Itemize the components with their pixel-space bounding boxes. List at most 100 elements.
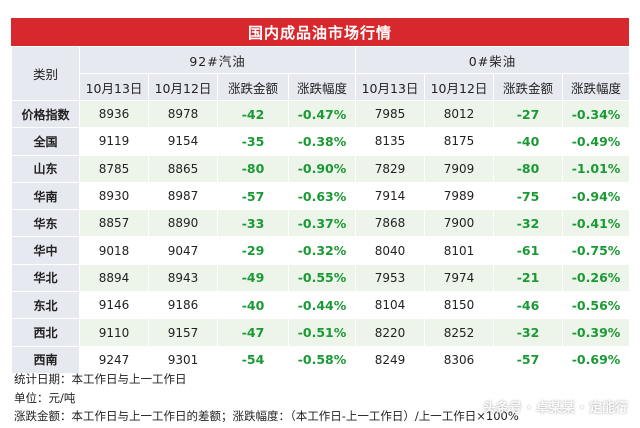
price-cell: 9186: [148, 291, 218, 320]
change-cell: -35: [217, 127, 289, 156]
price-cell: 9047: [148, 236, 218, 265]
price-cell: 7829: [355, 154, 426, 183]
change-cell: -33: [217, 209, 289, 238]
table-row: 西北 9110 9157 -47 -0.51% 8220 8252 -32 -0.39%: [11, 318, 631, 347]
change-cell: -0.32%: [287, 236, 357, 265]
note-definition: 涨跌金额：本工作日与上一工作日的差额；涨跌幅度：（本工作日-上一工作日）/上一工…: [14, 409, 519, 423]
price-cell: 8894: [79, 263, 149, 293]
change-cell: -29: [217, 236, 289, 265]
column-header: 涨跌金额: [493, 73, 564, 101]
row-region-label: 东北: [11, 291, 80, 320]
note-unit: 单位：元/吨: [14, 390, 76, 405]
table-row: 价格指数 8936 8978 -42 -0.47% 7985 8012 -27 -0.34%: [11, 99, 631, 129]
price-cell: 7868: [355, 209, 426, 238]
price-cell: 8865: [148, 154, 218, 183]
change-cell: -80: [217, 154, 289, 183]
price-cell: 8943: [148, 263, 218, 293]
change-cell: -49: [217, 263, 289, 293]
change-cell: -0.58%: [287, 345, 357, 374]
change-cell: -46: [493, 291, 564, 320]
change-cell: -0.44%: [287, 291, 357, 320]
price-cell: 8930: [79, 181, 149, 211]
change-cell: -47: [217, 318, 289, 347]
row-region-label: 华南: [11, 181, 80, 211]
row-region-label: 价格指数: [11, 99, 80, 129]
price-cell: 8252: [424, 318, 495, 347]
column-header: 涨跌幅度: [287, 73, 357, 101]
change-cell: -0.41%: [562, 209, 631, 238]
change-cell: -0.63%: [287, 181, 357, 211]
price-cell: 8987: [148, 181, 218, 211]
column-header: 涨跌金额: [217, 73, 289, 101]
table-row: 华北 8894 8943 -49 -0.55% 7953 7974 -21 -0.26%: [11, 263, 631, 293]
change-cell: -57: [493, 345, 564, 374]
change-cell: -0.56%: [562, 291, 631, 320]
price-cell: 8220: [355, 318, 426, 347]
price-cell: 8101: [424, 236, 495, 265]
price-cell: 9110: [79, 318, 149, 347]
change-cell: -42: [217, 99, 289, 129]
header-gasoline-92: 92#汽油: [78, 46, 357, 74]
change-cell: -0.75%: [562, 236, 631, 265]
change-cell: -80: [493, 154, 564, 183]
change-cell: -0.26%: [562, 263, 631, 293]
change-cell: -0.94%: [562, 181, 631, 211]
price-cell: 9119: [79, 127, 149, 156]
price-cell: 9146: [79, 291, 149, 320]
price-cell: 7974: [424, 263, 495, 293]
row-region-label: 山东: [11, 154, 80, 183]
header-diesel-0: 0#柴油: [355, 46, 631, 74]
change-cell: -0.51%: [287, 318, 357, 347]
change-cell: -75: [493, 181, 564, 211]
price-cell: 7914: [355, 181, 426, 211]
price-cell: 8249: [355, 345, 426, 374]
price-cell: 8978: [148, 99, 218, 129]
oil-price-table: 类别 92#汽油 0#柴油 10月13日 10月12日 涨跌金额 涨跌幅度 10月13日…: [11, 46, 631, 374]
price-cell: 9018: [79, 236, 149, 265]
row-region-label: 西南: [11, 345, 80, 374]
change-cell: -0.69%: [562, 345, 631, 374]
price-cell: 7989: [424, 181, 495, 211]
price-cell: 8306: [424, 345, 495, 374]
change-cell: -32: [493, 209, 564, 238]
change-cell: -0.34%: [562, 99, 631, 129]
change-cell: -57: [217, 181, 289, 211]
price-cell: 9154: [148, 127, 218, 156]
table-row: 华中 9018 9047 -29 -0.32% 8040 8101 -61 -0.75%: [11, 236, 631, 265]
change-cell: -40: [493, 127, 564, 156]
price-cell: 9157: [148, 318, 218, 347]
price-cell: 8785: [79, 154, 149, 183]
table-row: 华东 8857 8890 -33 -0.37% 7868 7900 -32 -0.41%: [11, 209, 631, 238]
change-cell: -61: [493, 236, 564, 265]
note-statistics-date: 统计日期：本工作日与上一工作日: [14, 372, 187, 386]
change-cell: -32: [493, 318, 564, 347]
change-cell: -27: [493, 99, 564, 129]
price-cell: 7985: [355, 99, 426, 129]
table-row: 华南 8930 8987 -57 -0.63% 7914 7989 -75 -0.94%: [11, 181, 631, 211]
table-row: 西南 9247 9301 -54 -0.58% 8249 8306 -57 -0.69%: [11, 345, 631, 374]
change-cell: -1.01%: [562, 154, 631, 183]
price-cell: 8857: [79, 209, 149, 238]
watermark: 头条号 · 卓某某 · 定能行: [483, 401, 628, 416]
change-cell: -0.38%: [287, 127, 357, 156]
price-cell: 8040: [355, 236, 426, 265]
price-cell: 7909: [424, 154, 495, 183]
price-cell: 7953: [355, 263, 426, 293]
column-header: 10月12日: [148, 73, 218, 101]
header-category: 类别: [11, 46, 80, 101]
row-region-label: 西北: [11, 318, 80, 347]
price-cell: 9301: [148, 345, 218, 374]
row-region-label: 华北: [11, 263, 80, 293]
price-cell: 8104: [355, 291, 426, 320]
row-region-label: 华东: [11, 209, 80, 238]
change-cell: -0.55%: [287, 263, 357, 293]
price-cell: 8135: [355, 127, 426, 156]
column-header: 10月13日: [79, 73, 149, 101]
price-cell: 7900: [424, 209, 495, 238]
price-cell: 8150: [424, 291, 495, 320]
table-title: 国内成品油市场行情: [11, 18, 629, 46]
change-cell: -0.90%: [287, 154, 357, 183]
column-header: 涨跌幅度: [562, 73, 631, 101]
column-header: 10月13日: [355, 73, 426, 101]
change-cell: -0.37%: [287, 209, 357, 238]
